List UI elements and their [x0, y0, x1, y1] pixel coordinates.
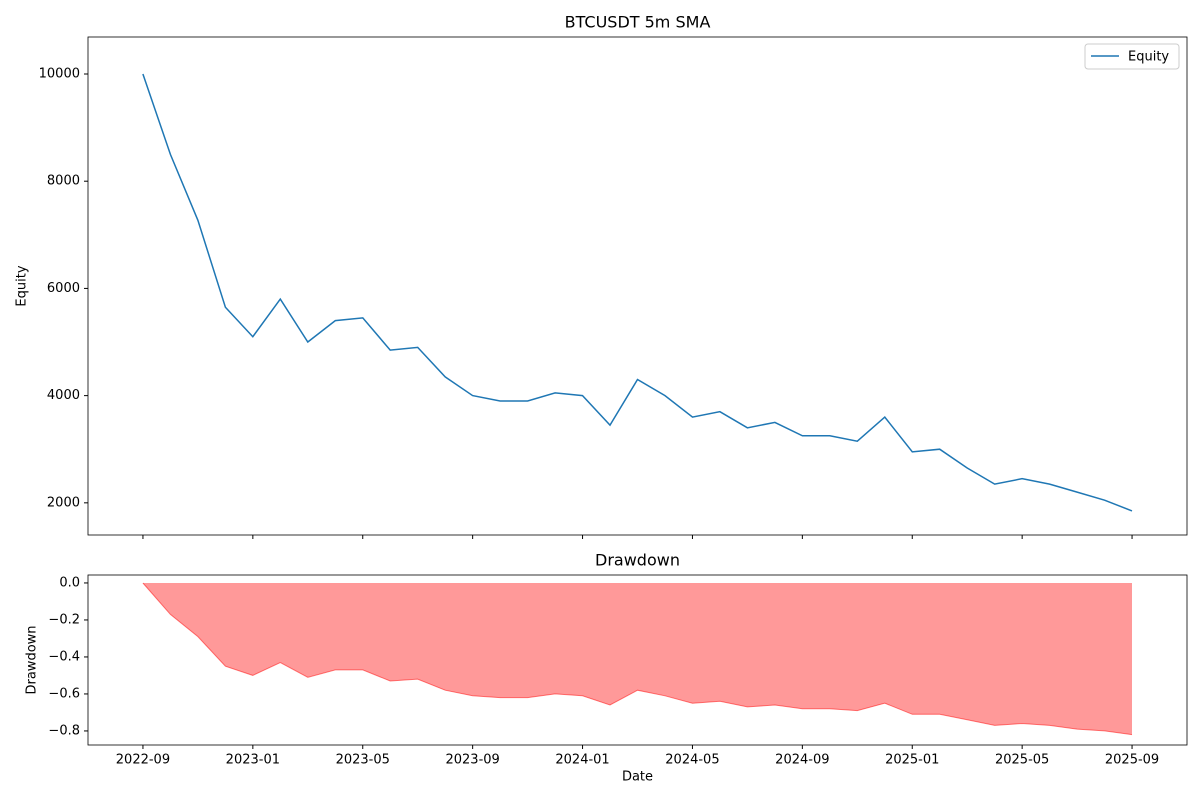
y-tick-label: 8000 [47, 174, 80, 189]
y-tick-label: −0.8 [48, 723, 80, 738]
y-tick-label: −0.6 [48, 686, 80, 701]
y-tick-label: −0.2 [48, 612, 80, 627]
x-tick-label: 2024-05 [665, 753, 719, 768]
equity-line [142, 73, 1133, 512]
x-tick-label: 2022-09 [116, 753, 170, 768]
chart-title: BTCUSDT 5m SMA [565, 13, 711, 32]
legend-label: Equity [1128, 50, 1169, 65]
chart-title: Drawdown [595, 551, 680, 570]
x-tick-label: 2025-01 [885, 753, 939, 768]
y-tick-label: 6000 [47, 281, 80, 296]
y-axis-label: Equity [15, 265, 30, 306]
x-tick-label: 2023-09 [445, 753, 499, 768]
y-tick-label: 0.0 [59, 575, 80, 590]
x-tick-label: 2024-09 [775, 753, 829, 768]
x-tick-label: 2023-01 [226, 753, 280, 768]
x-tick-label: 2025-09 [1105, 753, 1159, 768]
axes-frame [87, 36, 1188, 536]
x-tick-label: 2024-01 [555, 753, 609, 768]
x-axis-label: Date [622, 770, 653, 785]
legend-box [1084, 43, 1180, 70]
drawdown-area [142, 582, 1132, 735]
y-tick-label: 10000 [39, 66, 80, 81]
y-tick-label: 4000 [47, 388, 80, 403]
y-axis-label: Drawdown [25, 625, 40, 694]
y-tick-label: 2000 [47, 495, 80, 510]
y-tick-label: −0.4 [48, 649, 80, 664]
drawdown-line [142, 582, 1133, 736]
x-tick-label: 2023-05 [336, 753, 390, 768]
x-tick-label: 2025-05 [995, 753, 1049, 768]
axes-frame [87, 574, 1188, 746]
